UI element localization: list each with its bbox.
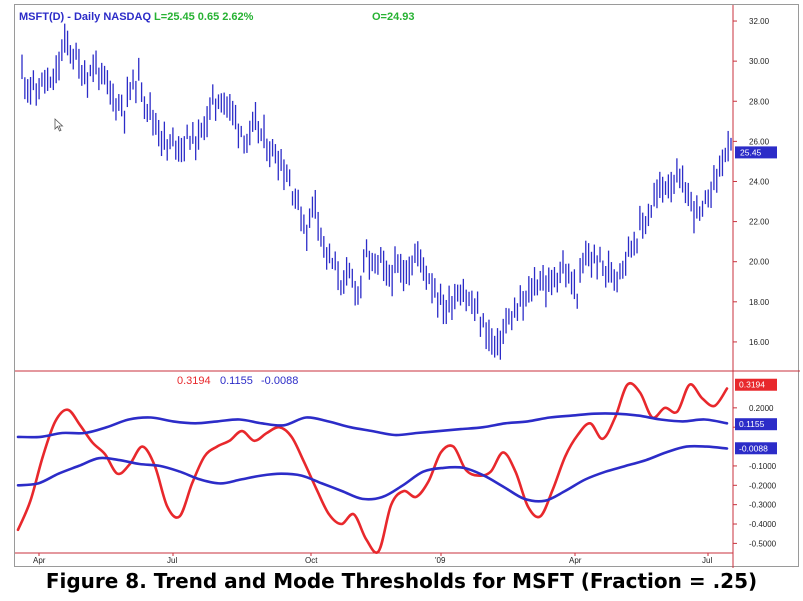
osc-legend-value: 0.3194 [177, 375, 211, 387]
price-tick-label: 16.00 [749, 338, 770, 347]
last-price-badge [735, 146, 777, 159]
chart-header: MSFT(D) - Daily NASDAQ L=25.45 0.65 2.62… [19, 11, 254, 23]
chart-frame: 32.00 30.00 28.00 26.00 24.00 22.00 20.00 18.00… [14, 4, 800, 568]
x-tick-label: Oct [305, 556, 318, 565]
osc-value-badge [735, 442, 777, 455]
price-tick-label: 24.00 [749, 177, 770, 186]
header-last: L=25.45 [151, 11, 195, 23]
osc-tick-label: 0.2000 [749, 404, 774, 413]
osc-value-badge-text: -0.0088 [739, 443, 768, 453]
osc-value-badge [735, 418, 777, 431]
price-bars [21, 23, 732, 360]
header-open: O=24.93 [372, 11, 415, 23]
price-tick-label: 28.00 [749, 97, 770, 106]
osc-value-badge [735, 378, 777, 391]
header-pct: 2.62% [219, 11, 253, 23]
price-tick-label: 22.00 [749, 218, 770, 227]
osc-tick-label: -0.3000 [749, 501, 777, 510]
x-tick-label: Apr [569, 556, 582, 565]
osc-tick-label: -0.5000 [749, 539, 777, 548]
osc-red-line [16, 381, 729, 554]
x-tick-label: Jul [167, 556, 177, 565]
last-price-badge-text: 25.45 [740, 147, 762, 157]
x-tick-label: Jul [702, 556, 712, 565]
x-tick-label: '09 [435, 556, 446, 565]
osc-tick-label: -0.4000 [749, 520, 777, 529]
figure-caption: Figure 8. Trend and Mode Thresholds for … [45, 569, 758, 593]
price-tick-label: 26.00 [749, 137, 770, 146]
header-change: 0.65 [195, 11, 219, 23]
osc-tick-label: -0.1000 [749, 462, 777, 471]
header-title: MSFT(D) - Daily NASDAQ [19, 11, 151, 23]
osc-value-badge-text: 0.1155 [739, 419, 765, 429]
osc-value-badge-text: 0.3194 [739, 380, 765, 390]
osc-legend-value: 0.1155 [220, 375, 253, 387]
osc-legend-value: -0.0088 [261, 375, 298, 387]
osc-tick-label: -0.2000 [749, 481, 777, 490]
price-tick-label: 20.00 [749, 258, 770, 267]
trend-lower-line [16, 444, 729, 503]
price-tick-label: 18.00 [749, 298, 770, 307]
chart-svg: 32.00 30.00 28.00 26.00 24.00 22.00 20.00 18.00… [15, 5, 800, 568]
price-tick-label: 32.00 [749, 17, 770, 26]
mouse-cursor-icon [54, 118, 64, 132]
price-tick-label: 30.00 [749, 57, 770, 66]
trend-upper-line [16, 412, 729, 439]
x-tick-label: Apr [33, 556, 46, 565]
